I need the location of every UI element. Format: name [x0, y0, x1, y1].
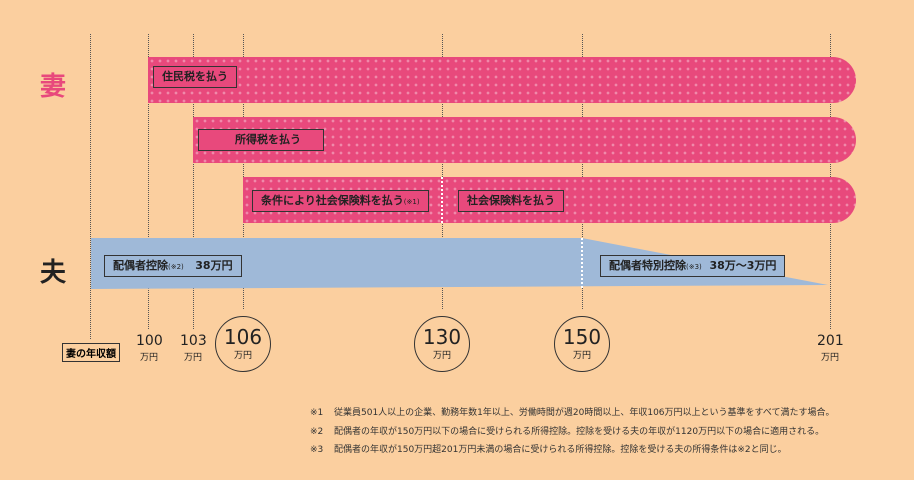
special-deduction-note: (※3): [686, 263, 702, 271]
spouse-deduction-note: (※2): [168, 263, 184, 271]
tick-100-value: 100: [136, 333, 163, 349]
income-tax-text: 所得税を払う: [235, 133, 301, 146]
footnote-2-mark: ※2: [310, 427, 324, 437]
insurance-label: 社会保険料を払う: [458, 190, 564, 212]
footnote-1-text: 従業員501人以上の企業、勤務年数1年以上、労働時間が週20時間以上、年収106…: [334, 408, 835, 418]
tick-130-value: 130: [422, 325, 462, 349]
conditional-insurance-text: 条件により社会保険料を払う: [261, 194, 404, 207]
husband-label: 夫: [40, 258, 67, 288]
guide-line-100: [148, 34, 149, 329]
footnote-2-text: 配偶者の年収が150万円以下の場合に受けられる所得控除。控除を受ける夫の年収が1…: [334, 427, 825, 437]
insurance-text: 社会保険料を払う: [467, 194, 555, 207]
guide-line-106: [243, 34, 244, 309]
conditional-insurance-note: (※1): [403, 198, 420, 206]
tick-100: 100 万円: [136, 333, 163, 363]
axis-label: 妻の年収額: [62, 343, 120, 362]
footnote-2: ※2 配偶者の年収が150万円以下の場合に受けられる所得控除。控除を受ける夫の年収…: [310, 424, 824, 437]
tick-103-value: 103: [180, 333, 207, 349]
resident-tax-bar: [148, 57, 856, 103]
tick-201-value: 201: [817, 333, 844, 349]
tick-130: 130 万円: [414, 316, 470, 372]
guide-line-150: [582, 34, 583, 309]
special-deduction-label: 配偶者特別控除(※3) 38万～3万円: [600, 255, 786, 277]
special-deduction-amount: 38万～3万円: [709, 259, 777, 272]
resident-tax-text: 住民税を払う: [162, 70, 228, 83]
special-deduction-text: 配偶者特別控除: [609, 259, 686, 272]
footnote-1-mark: ※1: [310, 408, 324, 418]
tick-106: 106 万円: [215, 316, 271, 372]
spouse-deduction-amount: 38万円: [195, 259, 233, 272]
footnote-3: ※3 配偶者の年収が150万円超201万円未満の場合に受けられる所得控除。控除を受…: [310, 442, 787, 455]
insurance-divider: [441, 177, 443, 223]
guide-line-103: [193, 34, 194, 329]
wife-label: 妻: [40, 72, 67, 102]
spouse-deduction-label: 配偶者控除(※2) 38万円: [104, 255, 242, 277]
tick-150-value: 150: [562, 325, 602, 349]
guide-line-130: [442, 34, 443, 309]
tick-150: 150 万円: [554, 316, 610, 372]
spouse-deduction-text: 配偶者控除: [113, 259, 168, 272]
tick-201: 201 万円: [817, 333, 844, 363]
guide-line-start: [90, 34, 91, 339]
footnote-3-mark: ※3: [310, 445, 324, 455]
tick-150-unit: 万円: [572, 351, 591, 361]
tick-106-unit: 万円: [233, 351, 252, 361]
tick-106-value: 106: [223, 325, 263, 349]
tick-130-unit: 万円: [432, 351, 451, 361]
resident-tax-label: 住民税を払う: [153, 66, 237, 88]
tick-103: 103 万円: [180, 333, 207, 363]
income-tax-label: 所得税を払う: [198, 129, 324, 151]
footnote-1: ※1 従業員501人以上の企業、勤務年数1年以上、労働時間が週20時間以上、年収1…: [310, 405, 835, 418]
tick-201-unit: 万円: [820, 353, 839, 363]
tick-103-unit: 万円: [183, 353, 202, 363]
tick-100-unit: 万円: [139, 353, 158, 363]
footnote-3-text: 配偶者の年収が150万円超201万円未満の場合に受けられる所得控除。控除を受ける…: [334, 445, 787, 455]
conditional-insurance-label: 条件により社会保険料を払う(※1): [252, 190, 429, 212]
